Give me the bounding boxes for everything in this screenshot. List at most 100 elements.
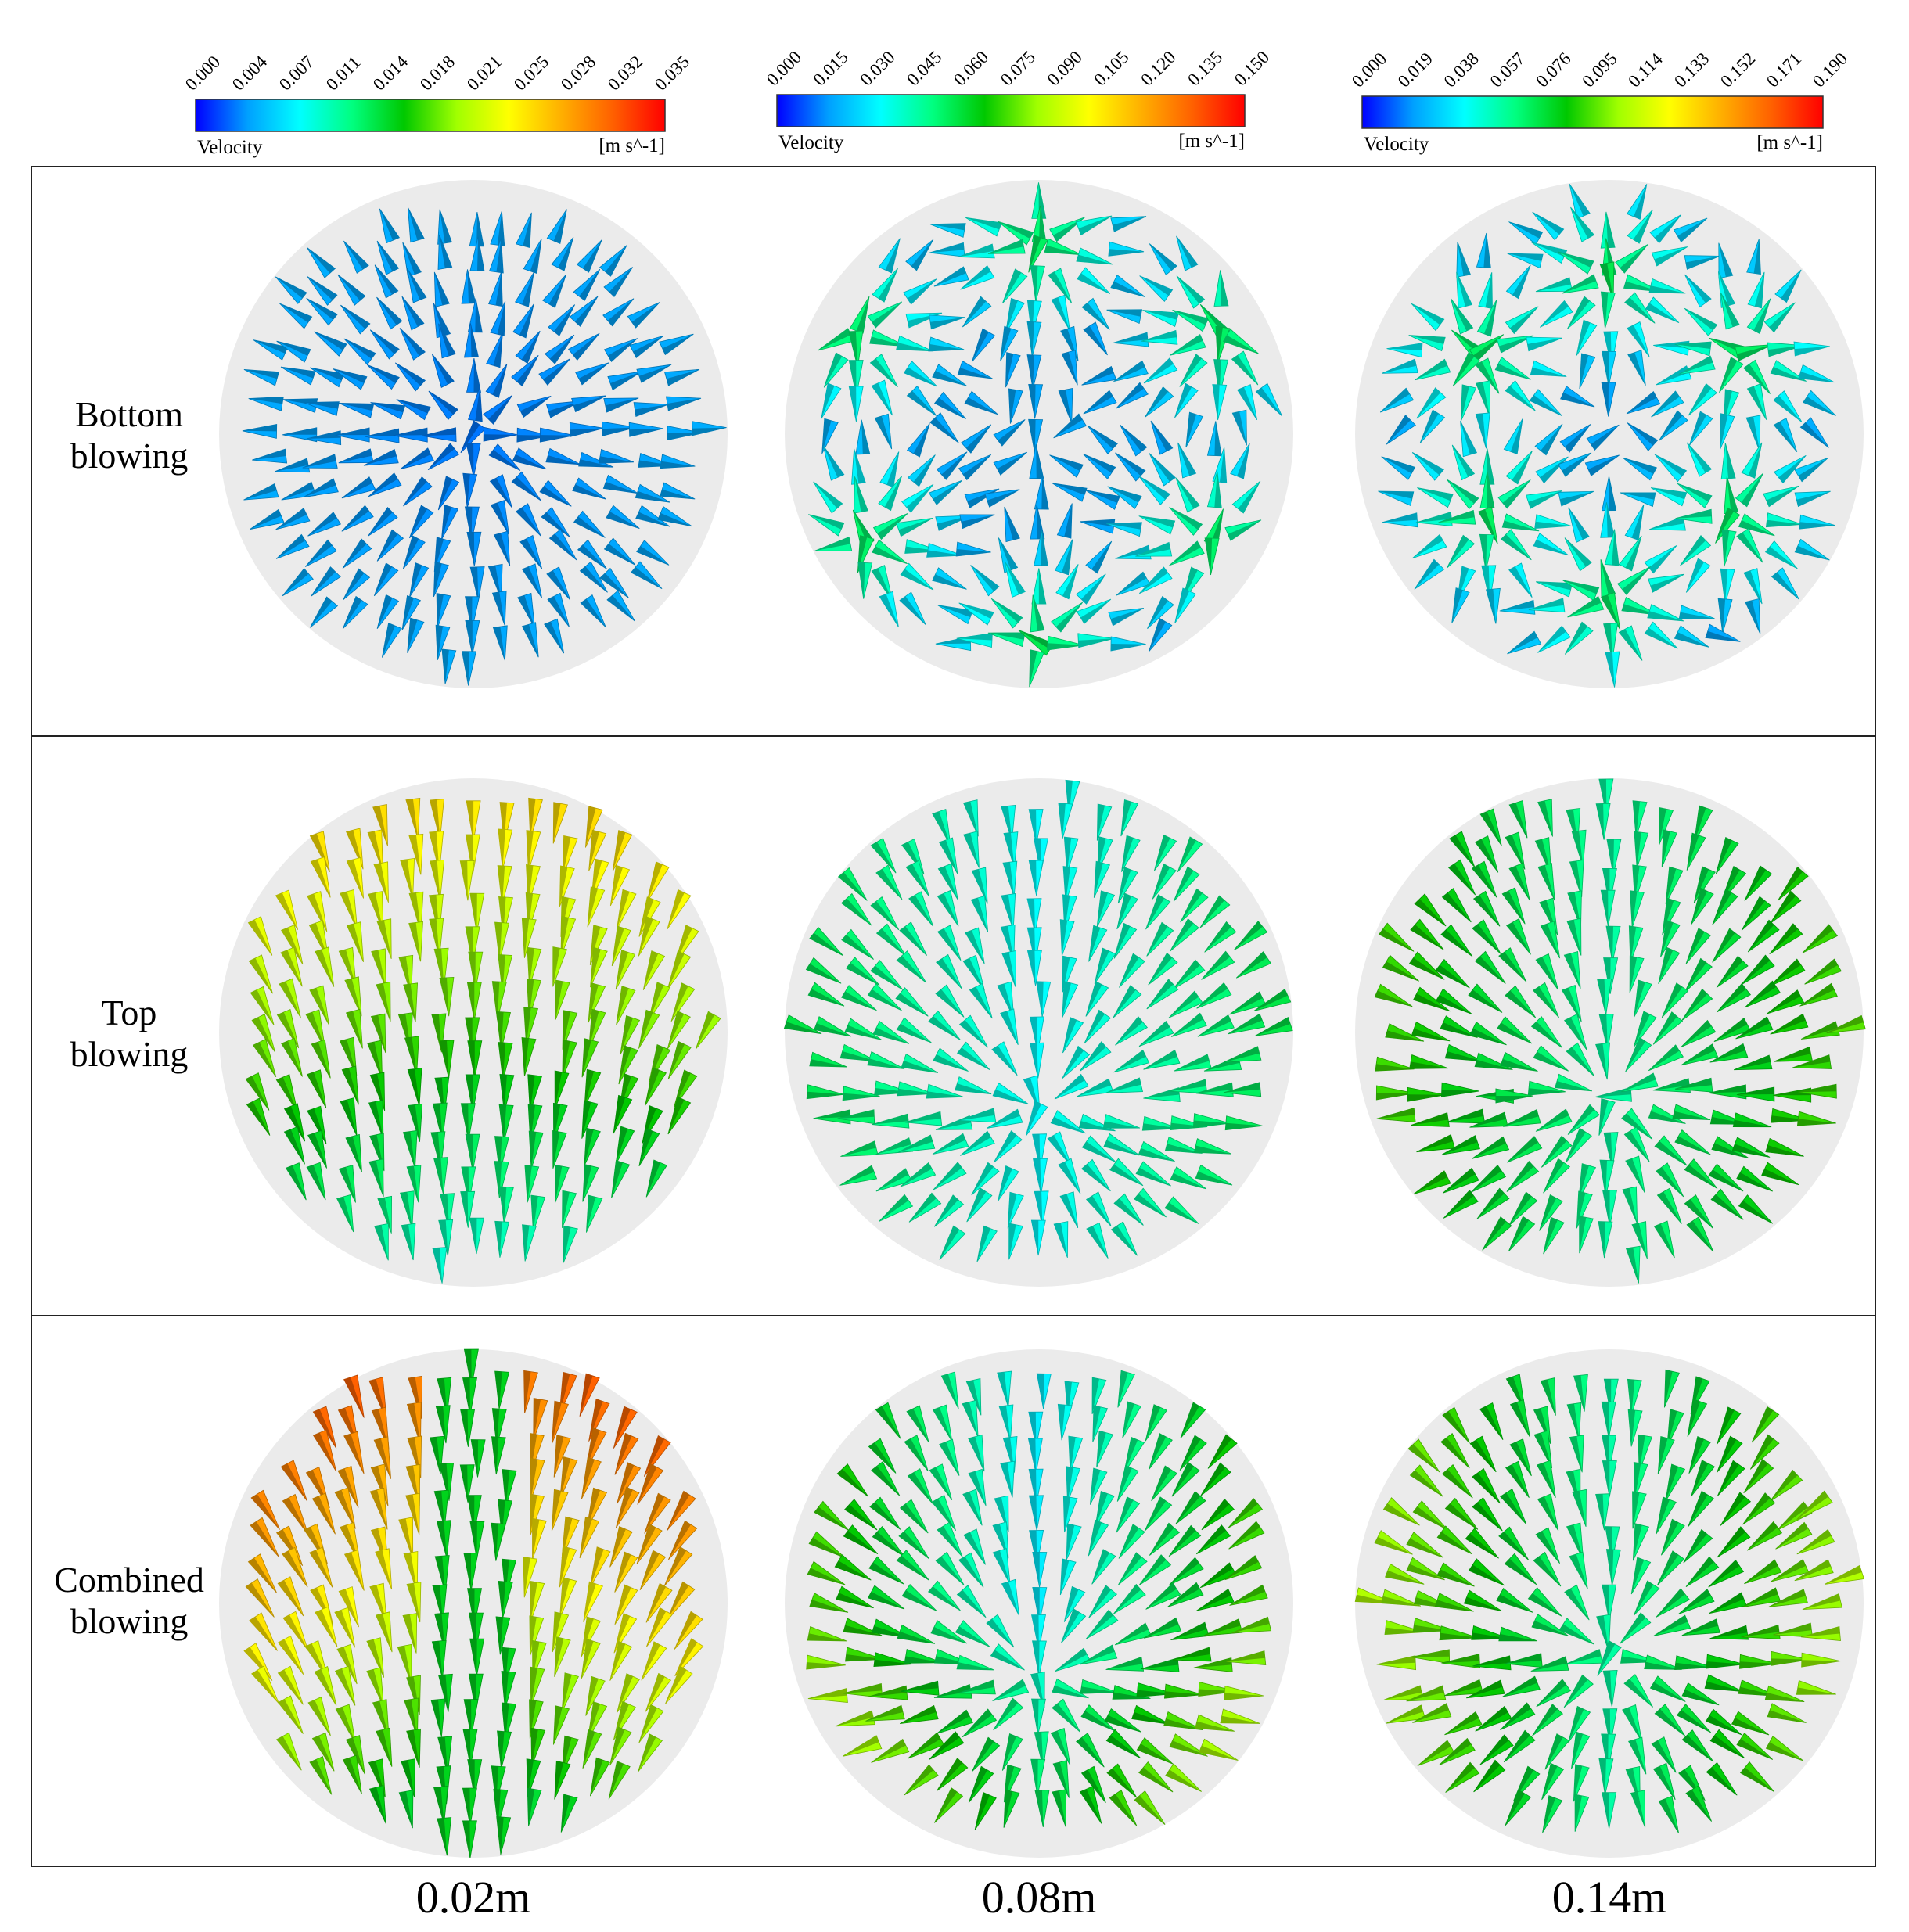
velocity-vector-shade bbox=[1451, 298, 1473, 332]
velocity-vector-shade bbox=[1801, 1660, 1841, 1668]
velocity-vector bbox=[872, 268, 898, 303]
velocity-vector-shade bbox=[376, 1729, 392, 1767]
velocity-vector-shade bbox=[1682, 1689, 1720, 1705]
velocity-vector-shade bbox=[1105, 1078, 1141, 1093]
velocity-vector-shade bbox=[1777, 1502, 1808, 1531]
velocity-vector-shade bbox=[1620, 244, 1648, 274]
velocity-vector-shade bbox=[304, 478, 336, 497]
velocity-vector-shade bbox=[559, 1456, 571, 1499]
velocity-vector bbox=[1743, 1458, 1774, 1494]
velocity-vector-shade bbox=[870, 965, 903, 990]
colorbar-tick-label: 0.095 bbox=[1578, 48, 1620, 91]
velocity-vector-shade bbox=[433, 562, 442, 597]
velocity-vector-shade bbox=[517, 595, 535, 628]
velocity-vector-shade bbox=[1097, 890, 1108, 928]
velocity-vector-shade bbox=[1440, 1438, 1470, 1468]
velocity-vector-shade bbox=[1115, 1623, 1149, 1645]
velocity-vector-shade bbox=[1123, 1437, 1138, 1474]
velocity-vector-shade bbox=[467, 1040, 475, 1079]
velocity-vector bbox=[1149, 1433, 1173, 1470]
velocity-vector-shade bbox=[1734, 1055, 1771, 1070]
velocity-vector-shade bbox=[1765, 1145, 1804, 1157]
velocity-vector-shade bbox=[1799, 522, 1835, 530]
velocity-vector-shade bbox=[1122, 1402, 1134, 1438]
velocity-vector-shade bbox=[1142, 310, 1179, 320]
velocity-vector-shade bbox=[1030, 265, 1038, 302]
velocity-vector-shade bbox=[1138, 1767, 1174, 1792]
velocity-vector-shade bbox=[1509, 306, 1539, 334]
velocity-vector-shade bbox=[837, 1109, 875, 1119]
velocity-vector-shade bbox=[1745, 981, 1777, 1007]
velocity-vector-shade bbox=[402, 595, 414, 630]
velocity-vector bbox=[974, 1792, 997, 1830]
velocity-vector-shade bbox=[555, 1165, 563, 1203]
velocity-vector-shade bbox=[1709, 1625, 1748, 1639]
velocity-vector-shade bbox=[1201, 1499, 1230, 1530]
velocity-vector-shade bbox=[463, 1553, 472, 1591]
velocity-vector-shade bbox=[1632, 1491, 1640, 1529]
velocity-vector-shade bbox=[462, 1377, 470, 1416]
velocity-vector-shade bbox=[1439, 1738, 1472, 1765]
velocity-vector-shade bbox=[1376, 1655, 1416, 1664]
velocity-vector-shade bbox=[462, 1820, 470, 1858]
velocity-vector-shade bbox=[1138, 515, 1175, 528]
velocity-vector-shade bbox=[958, 602, 994, 619]
velocity-vector-shade bbox=[1113, 1050, 1146, 1072]
velocity-vector-shade bbox=[1595, 1043, 1608, 1080]
velocity-vector-shade bbox=[1470, 1439, 1497, 1472]
velocity-vector-shade bbox=[1709, 1593, 1744, 1614]
velocity-vector-shade bbox=[674, 1611, 697, 1650]
velocity-vector-shade bbox=[250, 509, 282, 530]
velocity-vector-shade bbox=[616, 1126, 628, 1165]
velocity-vector-shade bbox=[523, 1007, 531, 1047]
velocity-vector-shade bbox=[1076, 254, 1113, 264]
velocity-vector-shade bbox=[1603, 1670, 1612, 1708]
velocity-vector-shade bbox=[464, 1699, 472, 1737]
velocity-vector-shade bbox=[1408, 1444, 1440, 1473]
velocity-vector-shade bbox=[958, 1680, 994, 1693]
velocity-vector-shade bbox=[1175, 477, 1200, 509]
velocity-vector-shade bbox=[1381, 1596, 1421, 1607]
velocity-vector-shade bbox=[1037, 1374, 1044, 1409]
velocity-vector-shade bbox=[610, 371, 642, 390]
velocity-vector-shade bbox=[1675, 509, 1712, 519]
velocity-vector-shade bbox=[1003, 862, 1015, 898]
colorbar-gradient bbox=[1361, 95, 1824, 129]
velocity-vector-shade bbox=[374, 563, 393, 596]
velocity-vector-shade bbox=[580, 1374, 593, 1417]
velocity-vector-shade bbox=[991, 1045, 1018, 1076]
velocity-vector-shade bbox=[1709, 1084, 1746, 1093]
velocity-vector-shade bbox=[1800, 422, 1829, 448]
velocity-vector-shade bbox=[402, 242, 422, 275]
velocity-vector-shade bbox=[275, 508, 307, 530]
velocity-vector-shade bbox=[466, 443, 474, 478]
velocity-vector-shade bbox=[530, 1581, 537, 1621]
velocity-vector-shade bbox=[692, 427, 727, 436]
velocity-vector-shade bbox=[1595, 1494, 1605, 1531]
velocity-vector-shade bbox=[250, 1521, 279, 1557]
velocity-vector-shade bbox=[1718, 271, 1735, 306]
velocity-vector-shade bbox=[902, 1590, 937, 1611]
velocity-vector-shade bbox=[1483, 300, 1497, 336]
velocity-vector-shade bbox=[466, 1134, 473, 1172]
velocity-vector-shade bbox=[1152, 864, 1170, 900]
velocity-vector-shade bbox=[1201, 951, 1231, 980]
velocity-vector-shade bbox=[496, 238, 504, 273]
velocity-vector-shade bbox=[997, 452, 1027, 476]
velocity-vector-shade bbox=[1229, 992, 1263, 1014]
velocity-vector-shade bbox=[584, 1128, 594, 1166]
velocity-vector-shade bbox=[403, 476, 427, 506]
velocity-vector-shade bbox=[438, 323, 456, 357]
velocity-vector-shade bbox=[1442, 1411, 1470, 1443]
velocity-vector-shade bbox=[1442, 1135, 1478, 1155]
velocity-vector-shade bbox=[1538, 865, 1555, 901]
velocity-vector bbox=[667, 1011, 691, 1050]
velocity-vector-shade bbox=[1634, 831, 1641, 869]
velocity-vector-shade bbox=[1579, 1216, 1587, 1254]
velocity-vector-shade bbox=[1386, 1704, 1424, 1724]
velocity-vector-shade bbox=[1679, 612, 1715, 619]
velocity-vector-shade bbox=[1539, 1194, 1557, 1231]
velocity-vector-shade bbox=[1082, 303, 1110, 330]
velocity-vector-shade bbox=[1674, 342, 1712, 349]
row-label-line2: blowing bbox=[70, 1601, 189, 1641]
